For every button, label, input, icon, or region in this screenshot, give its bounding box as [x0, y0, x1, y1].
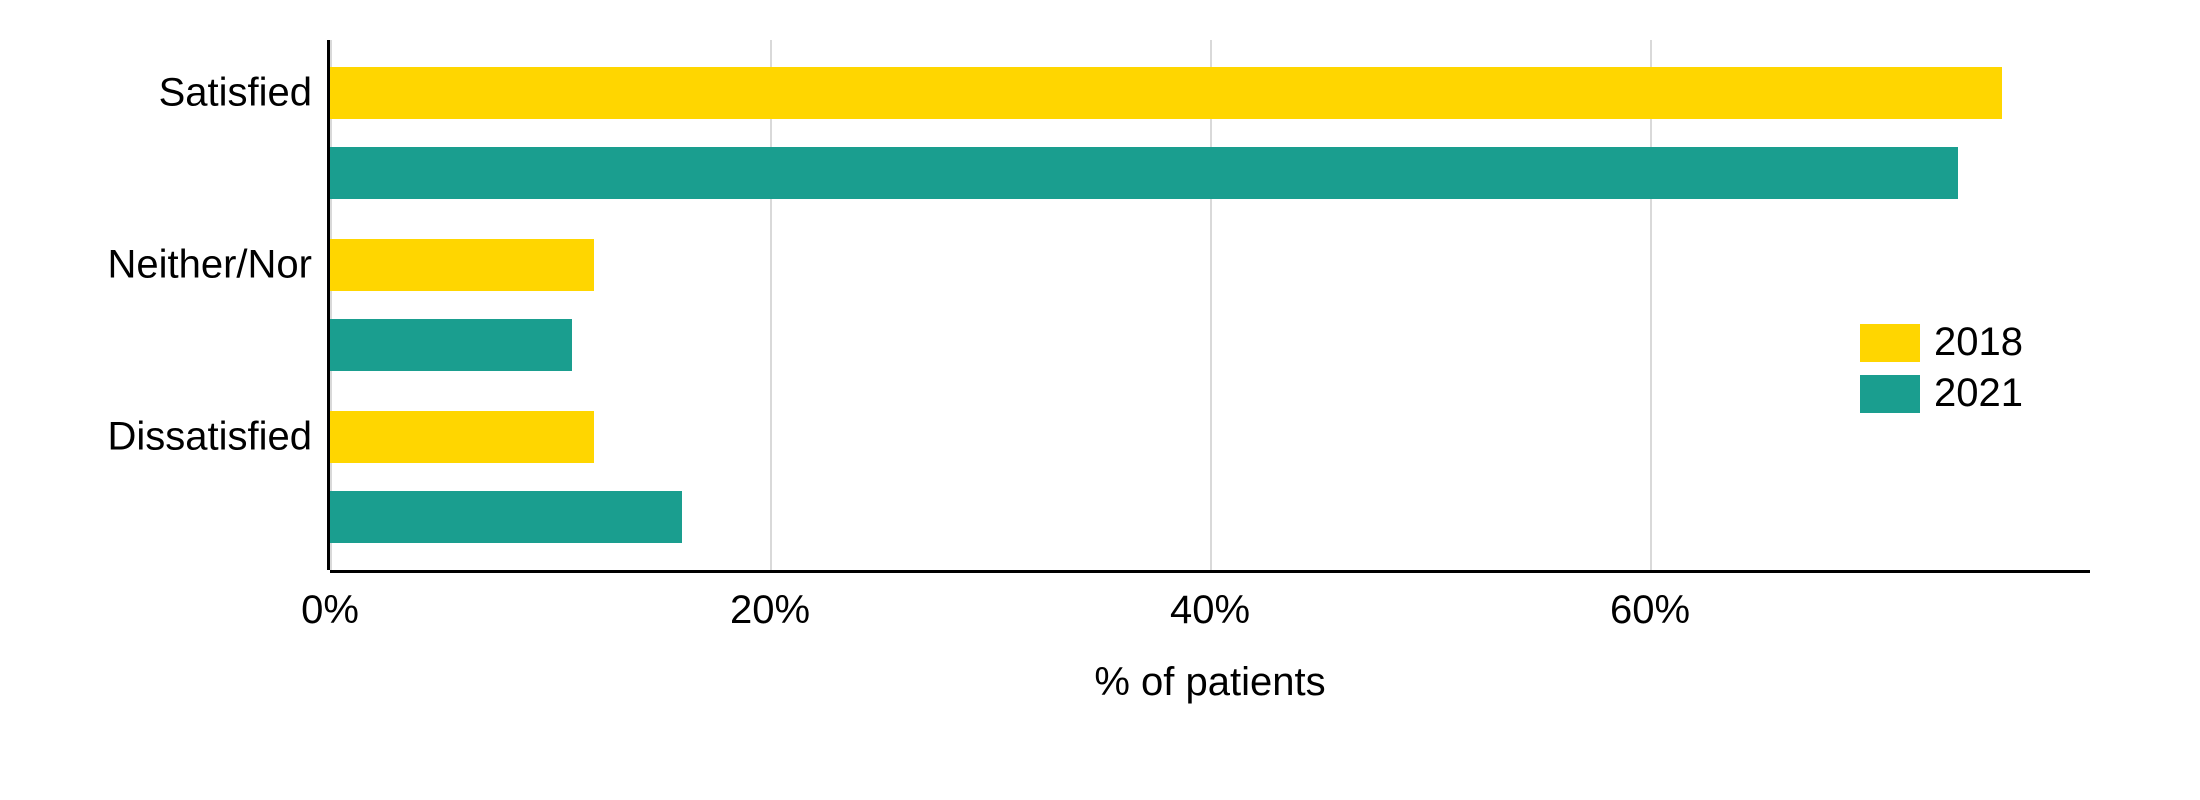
y-axis-category-label: Satisfied: [159, 71, 312, 116]
bar: [330, 147, 1958, 199]
y-axis-category-label: Neither/Nor: [107, 243, 312, 288]
bar: [330, 319, 572, 371]
bar: [330, 491, 682, 543]
legend-swatch: [1860, 375, 1920, 413]
legend-swatch: [1860, 324, 1920, 362]
bar: [330, 411, 594, 463]
legend: 2018 2021: [1860, 320, 2023, 422]
x-axis-line: [330, 570, 2090, 573]
chart-container: Satisfied Neither/Nor Dissatisfied 0% 20% 40…: [0, 0, 2200, 800]
x-axis-title: % of patients: [1094, 660, 1325, 705]
bar: [330, 67, 2002, 119]
y-axis-category-label: Dissatisfied: [107, 415, 312, 460]
x-axis-tick-label: 20%: [730, 588, 810, 633]
x-axis-tick-label: 0%: [301, 588, 359, 633]
legend-item: 2021: [1860, 371, 2023, 416]
gridline: [1210, 40, 1212, 570]
legend-label: 2021: [1934, 371, 2023, 416]
gridline: [1650, 40, 1652, 570]
x-axis-tick-label: 60%: [1610, 588, 1690, 633]
gridline: [770, 40, 772, 570]
legend-label: 2018: [1934, 320, 2023, 365]
x-axis-tick-label: 40%: [1170, 588, 1250, 633]
plot-area: [330, 40, 2090, 570]
y-axis-line: [327, 40, 330, 570]
legend-item: 2018: [1860, 320, 2023, 365]
bar: [330, 239, 594, 291]
